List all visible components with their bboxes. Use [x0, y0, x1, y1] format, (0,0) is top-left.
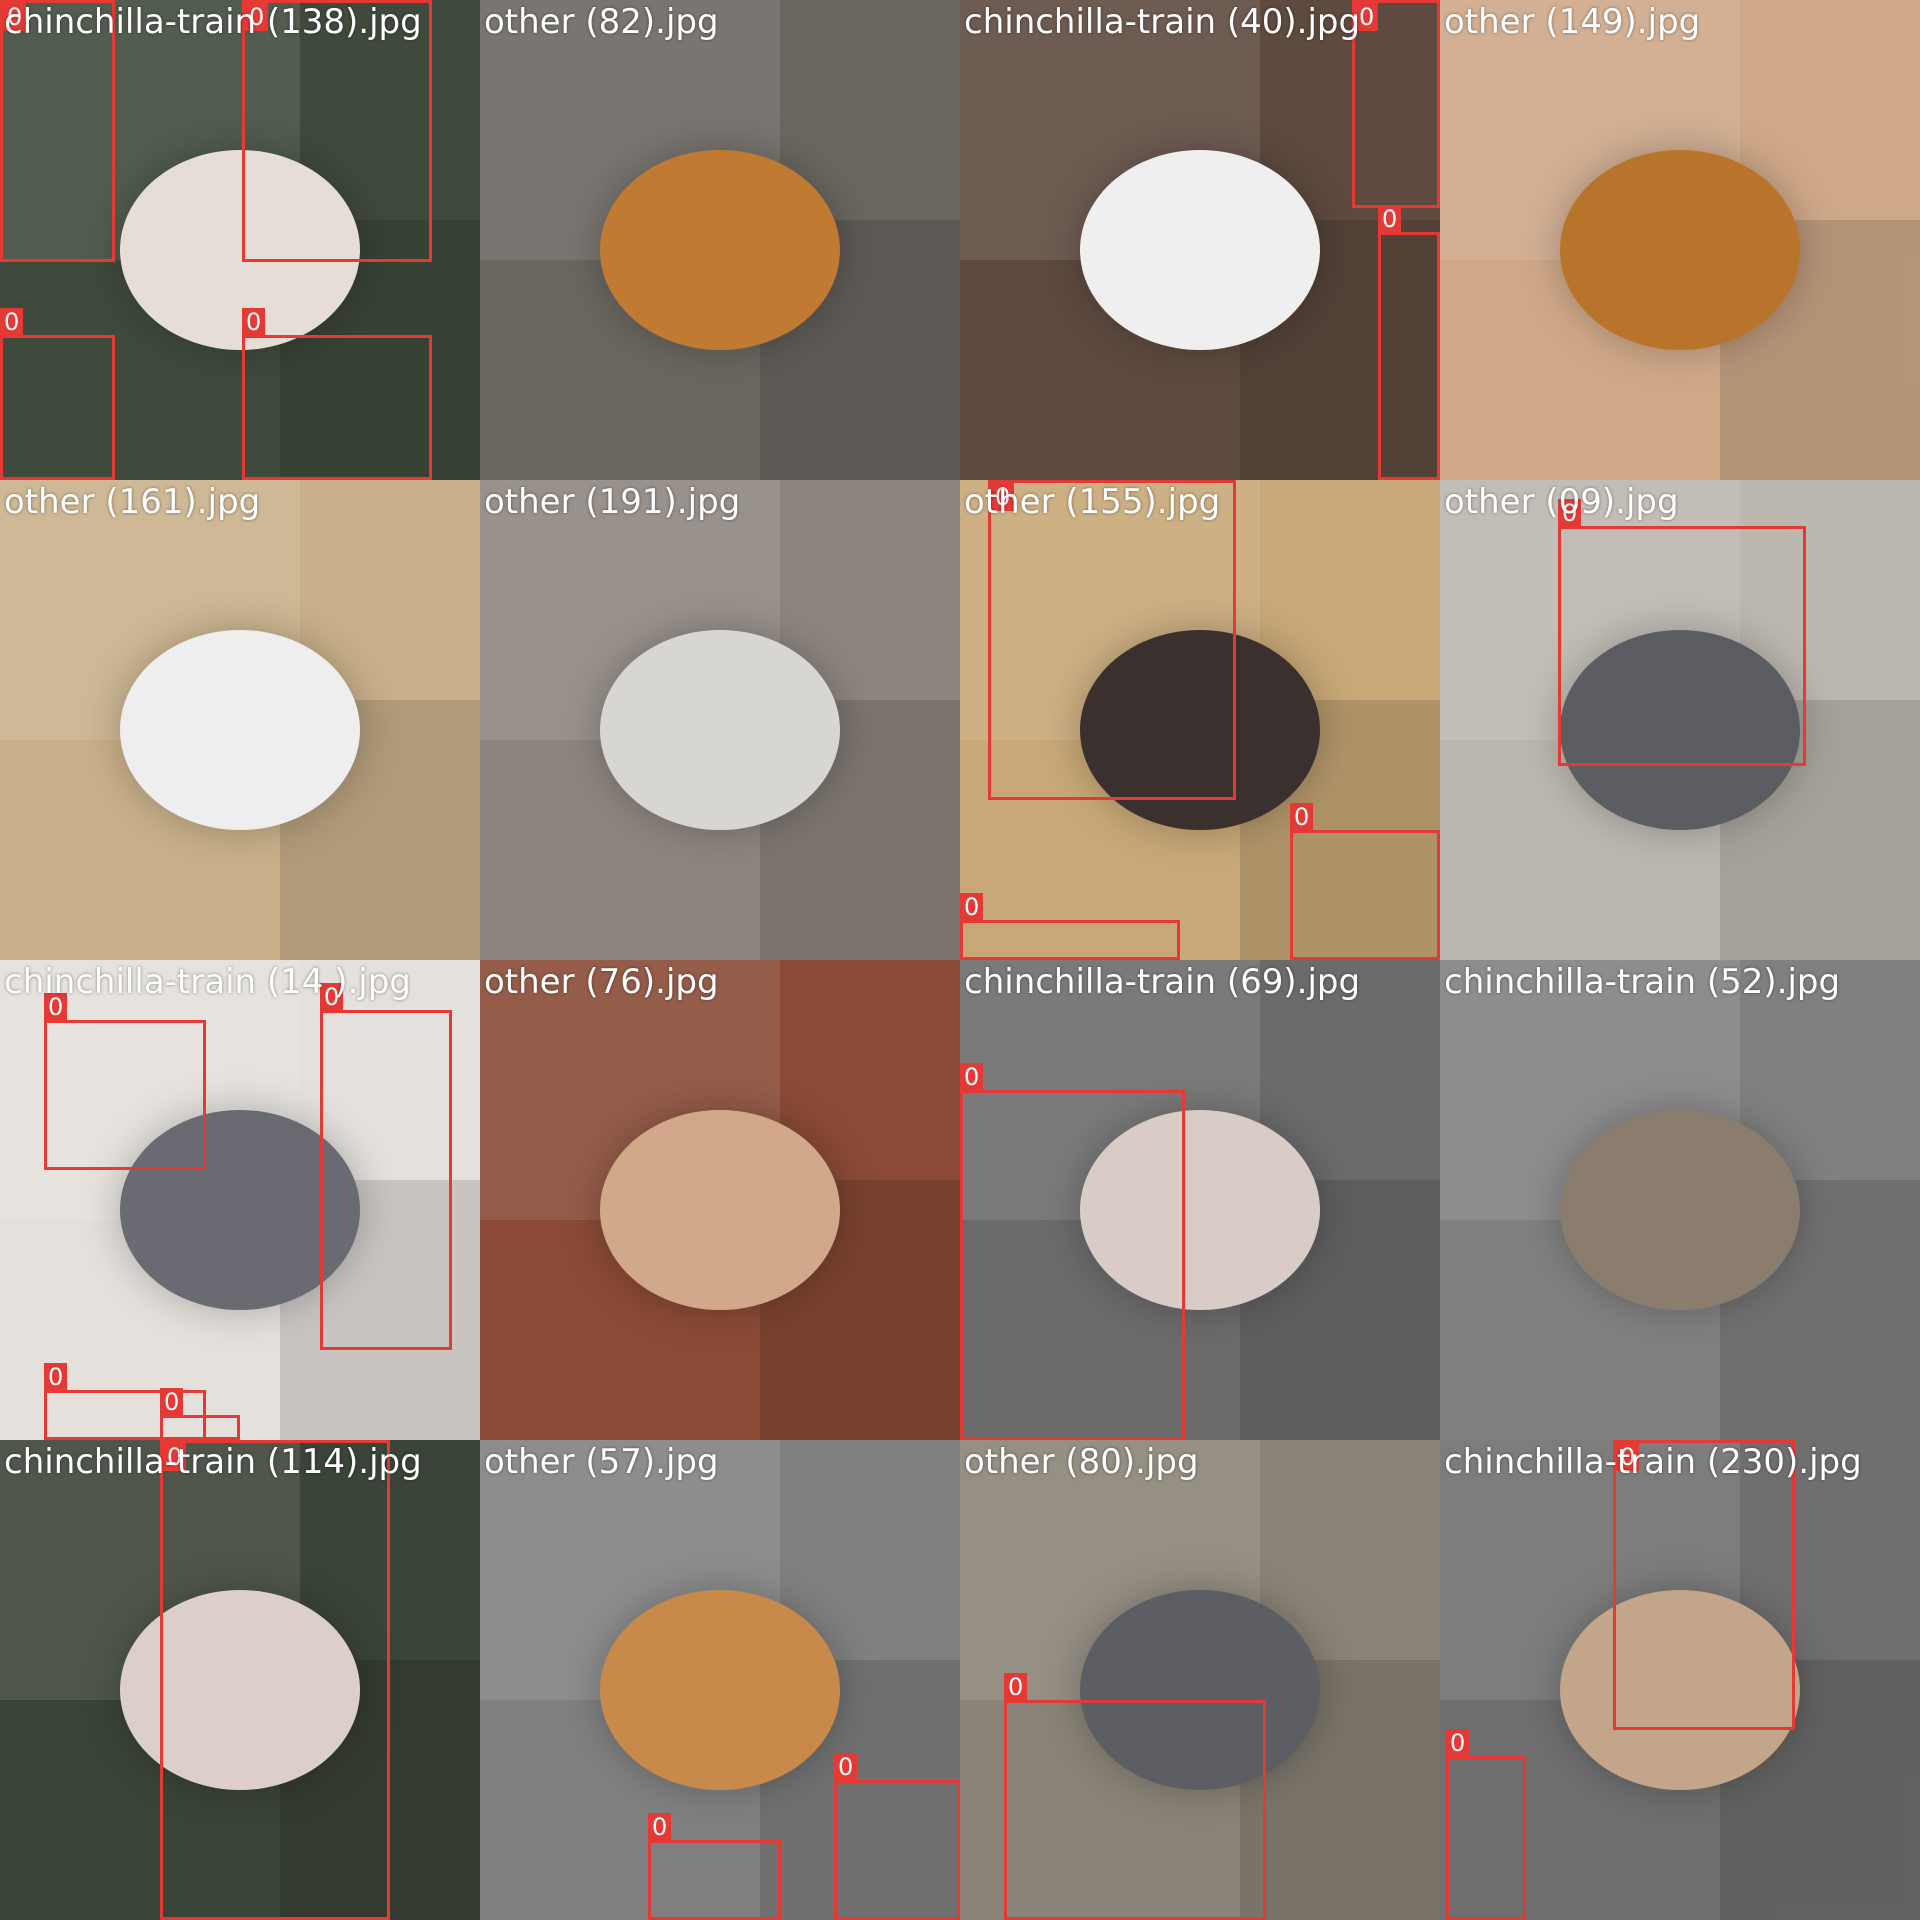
detection-box: 0 [44, 993, 206, 1170]
mosaic-tile: 0 0 0 0 chinchilla-train (14 ).jpg [0, 960, 480, 1440]
image-filename-label: chinchilla-train (40).jpg [964, 2, 1361, 42]
image-filename-label: chinchilla-train (52).jpg [1444, 962, 1841, 1002]
image-filename-label: other (149).jpg [1444, 2, 1701, 42]
animal-photo [1080, 1590, 1320, 1790]
mosaic-tile: other (191).jpg [480, 480, 960, 960]
class-tag: 0 [44, 993, 68, 1021]
detection-box: 0 [160, 1388, 240, 1440]
detection-box: 0 [242, 308, 432, 480]
class-tag: 0 [648, 1813, 672, 1841]
animal-photo [1560, 1110, 1800, 1310]
image-filename-label: chinchilla-train (138).jpg [4, 2, 422, 42]
class-tag: 0 [1004, 1673, 1028, 1701]
animal-photo [1560, 150, 1800, 350]
class-tag: 0 [1378, 205, 1402, 233]
image-filename-label: other (191).jpg [484, 482, 741, 522]
animal-photo [1080, 1110, 1320, 1310]
mosaic-tile: other (82).jpg [480, 0, 960, 480]
detection-box: 0 [0, 308, 115, 480]
detection-box: 0 [0, 0, 115, 262]
class-tag: 0 [1616, 1443, 1640, 1471]
class-tag: 0 [1290, 803, 1314, 831]
class-tag: 0 [991, 483, 1015, 511]
class-tag: 0 [0, 308, 24, 336]
image-filename-label: other (82).jpg [484, 2, 719, 42]
class-tag: 0 [160, 1388, 184, 1416]
image-filename-label: chinchilla-train (14 ).jpg [4, 962, 411, 1002]
mosaic-tile: other (76).jpg [480, 960, 960, 1440]
detection-box: 0 [242, 0, 432, 262]
detection-box: 0 [1378, 205, 1440, 480]
detection-box: 0 [960, 893, 1180, 960]
class-tag: 0 [163, 1443, 187, 1471]
class-tag: 0 [1558, 499, 1582, 527]
class-tag: 0 [3, 3, 27, 31]
detection-box: 0 [1446, 1729, 1526, 1920]
mosaic-tile: 0 other (80).jpg [960, 1440, 1440, 1920]
mosaic-tile: 0 other (09).jpg [1440, 480, 1920, 960]
detection-box: 0 [160, 1440, 390, 1920]
mosaic-tile: 0 0 chinchilla-train (230).jpg [1440, 1440, 1920, 1920]
class-tag: 0 [242, 308, 266, 336]
image-filename-label: chinchilla-train (114).jpg [4, 1442, 422, 1482]
image-filename-label: other (155).jpg [964, 482, 1221, 522]
class-tag: 0 [1446, 1729, 1470, 1757]
detection-box: 0 [1352, 0, 1440, 208]
image-filename-label: chinchilla-train (69).jpg [964, 962, 1361, 1002]
image-filename-label: chinchilla-train (230).jpg [1444, 1442, 1862, 1482]
mosaic-tile: 0 0 chinchilla-train (40).jpg [960, 0, 1440, 480]
class-tag: 0 [960, 893, 984, 921]
detection-box: 0 [834, 1753, 960, 1920]
mosaic-tile: 0 0 0 0 chinchilla-train (138).jpg [0, 0, 480, 480]
image-filename-label: other (80).jpg [964, 1442, 1199, 1482]
class-tag: 0 [960, 1063, 984, 1091]
detection-box: 0 [960, 1063, 1185, 1440]
detection-box: 0 [1613, 1440, 1795, 1730]
class-tag: 0 [320, 983, 344, 1011]
detection-box: 0 [648, 1813, 781, 1920]
image-filename-label: other (09).jpg [1444, 482, 1679, 522]
image-filename-label: other (76).jpg [484, 962, 719, 1002]
detection-box: 0 [320, 983, 452, 1350]
animal-photo [600, 1110, 840, 1310]
mosaic-tile: 0 0 other (57).jpg [480, 1440, 960, 1920]
animal-photo [1560, 1590, 1800, 1790]
animal-photo [1080, 150, 1320, 350]
detection-box: 0 [1290, 803, 1440, 960]
image-filename-label: other (161).jpg [4, 482, 261, 522]
animal-photo [120, 630, 360, 830]
class-tag: 0 [44, 1363, 68, 1391]
animal-photo [1080, 630, 1320, 830]
class-tag: 0 [1355, 3, 1379, 31]
class-tag: 0 [245, 3, 269, 31]
mosaic-tile: other (161).jpg [0, 480, 480, 960]
mosaic-tile: 0 chinchilla-train (114).jpg [0, 1440, 480, 1920]
animal-photo [600, 630, 840, 830]
detection-box: 0 [44, 1363, 206, 1440]
image-filename-label: other (57).jpg [484, 1442, 719, 1482]
animal-photo [1560, 630, 1800, 830]
mosaic-tile: 0 chinchilla-train (69).jpg [960, 960, 1440, 1440]
class-tag: 0 [834, 1753, 858, 1781]
detection-box: 0 [1004, 1673, 1266, 1920]
mosaic-tile: 0 0 0 other (155).jpg [960, 480, 1440, 960]
mosaic-tile: other (149).jpg [1440, 0, 1920, 480]
detection-box: 0 [988, 480, 1236, 800]
detection-box: 0 [1558, 499, 1806, 766]
mosaic-tile: chinchilla-train (52).jpg [1440, 960, 1920, 1440]
animal-photo [600, 1590, 840, 1790]
animal-photo [600, 150, 840, 350]
animal-photo [120, 150, 360, 350]
